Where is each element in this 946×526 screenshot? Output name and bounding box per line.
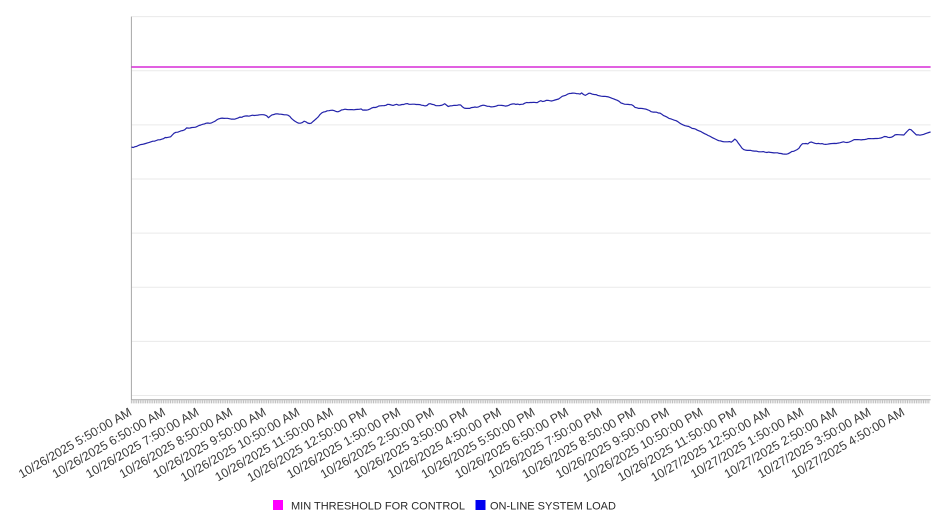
svg-text:MIN THRESHOLD FOR CONTROL: MIN THRESHOLD FOR CONTROL [291, 501, 465, 513]
svg-text:ON-LINE SYSTEM LOAD: ON-LINE SYSTEM LOAD [490, 501, 616, 513]
